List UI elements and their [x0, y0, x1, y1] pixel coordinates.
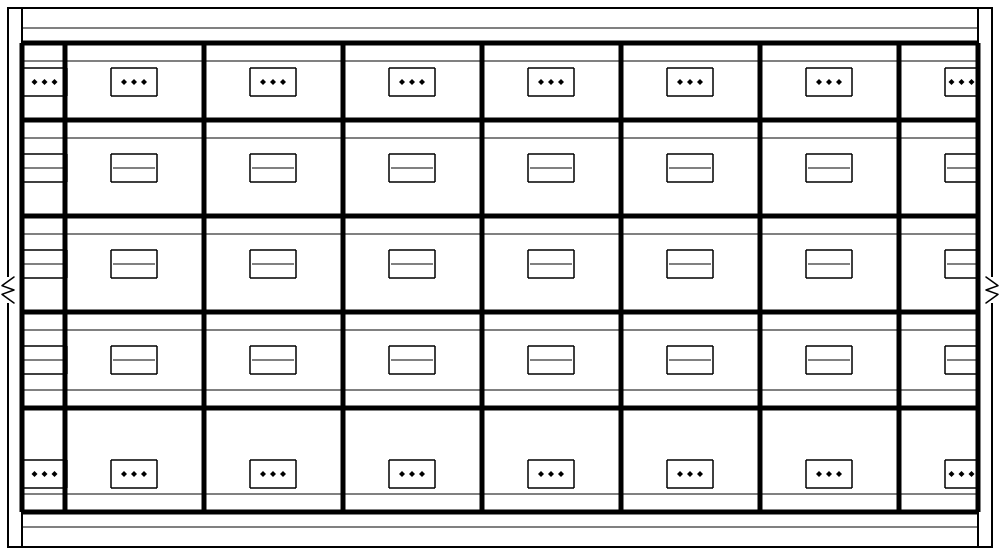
diagram-stage — [0, 0, 1000, 555]
diagram-svg — [0, 0, 1000, 555]
